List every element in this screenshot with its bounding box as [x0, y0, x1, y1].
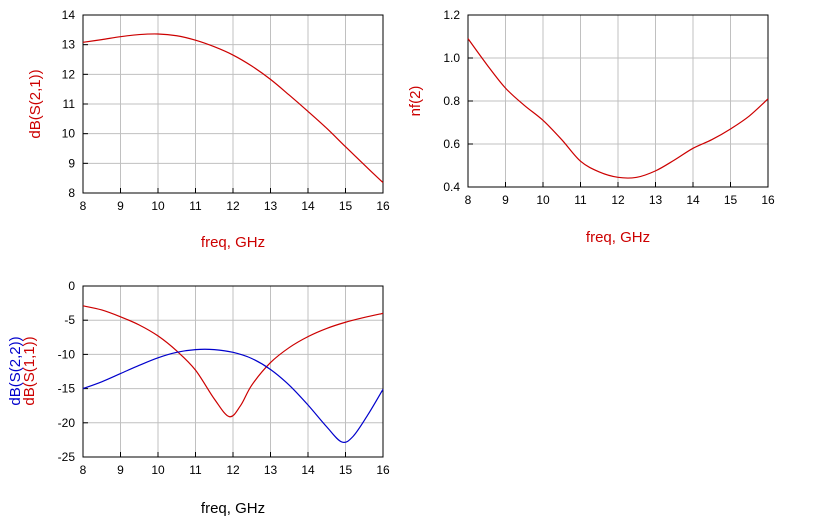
series-line-red	[467, 38, 769, 179]
x-tick-label: 12	[226, 463, 240, 477]
series-line-red	[82, 305, 384, 418]
y-tick-label: -10	[58, 347, 76, 361]
x-tick-label: 16	[376, 463, 390, 477]
y-tick-label: 0.6	[443, 137, 460, 151]
chart-nf: 8 9 10 11 12 13 14 15 16 0.4 0.6 0.8 1.0 1.2 freq, GHz…	[407, 8, 775, 246]
y-tick-label: 1.0	[443, 51, 460, 65]
x-tick-label: 13	[264, 199, 278, 213]
y-tick-label: -25	[58, 450, 76, 464]
x-tick-label: 15	[724, 193, 738, 207]
y-tick-label: 0.4	[443, 180, 460, 194]
x-tick-label: 14	[301, 199, 315, 213]
y-tick-label: -5	[64, 313, 75, 327]
x-axis-label: freq, GHz	[201, 234, 265, 251]
x-tick-label: 15	[339, 463, 353, 477]
x-tick-label: 9	[117, 199, 124, 213]
y-tick-label: 14	[62, 8, 76, 22]
x-tick-label: 9	[502, 193, 509, 207]
x-tick-label: 11	[189, 199, 202, 213]
y-tick-label: 0	[68, 279, 75, 293]
x-tick-label: 13	[649, 193, 663, 207]
x-tick-label: 8	[465, 193, 472, 207]
y-tick-label: 12	[62, 67, 76, 81]
x-tick-label: 15	[339, 199, 353, 213]
y-tick-label: 1.2	[443, 8, 460, 22]
y-axis-label: nf(2)	[407, 86, 424, 117]
x-tick-label: 16	[761, 193, 775, 207]
series-line-blue	[82, 348, 384, 444]
y-tick-label: -20	[58, 416, 76, 430]
x-tick-label: 9	[117, 463, 124, 477]
chart-s11s22: 8 9 10 11 12 13 14 15 16 -25 -20 -15 -10 -5 0 freq, GHz…	[7, 279, 390, 517]
x-tick-label: 12	[226, 199, 240, 213]
y-tick-label: 10	[62, 127, 76, 141]
x-tick-label: 16	[376, 199, 390, 213]
x-tick-label: 10	[536, 193, 550, 207]
y-tick-label: -15	[58, 382, 76, 396]
x-tick-label: 8	[80, 199, 87, 213]
y-tick-label: 0.8	[443, 94, 460, 108]
x-tick-label: 10	[151, 463, 165, 477]
chart-s21: 8 9 10 11 12 13 14 15 16 8 9 10 11 12 13 14 freq, GHz dB(…	[27, 8, 390, 251]
y-tick-label: 9	[68, 156, 75, 170]
y-axis-label-red: dB(S(1,1))	[21, 336, 38, 405]
y-tick-label: 11	[63, 97, 76, 111]
x-axis-label: freq, GHz	[586, 229, 650, 246]
x-tick-label: 12	[611, 193, 625, 207]
x-tick-label: 11	[574, 193, 587, 207]
y-tick-label: 8	[68, 186, 75, 200]
y-axis-label: dB(S(2,1))	[27, 69, 44, 138]
x-tick-label: 8	[80, 463, 87, 477]
y-axis-label-blue: dB(S(2,2))	[7, 336, 24, 405]
y-tick-label: 13	[62, 38, 76, 52]
x-tick-label: 14	[301, 463, 315, 477]
x-tick-label: 14	[686, 193, 700, 207]
x-axis-label: freq, GHz	[201, 500, 265, 517]
series-line-red	[82, 33, 384, 184]
x-tick-label: 13	[264, 463, 278, 477]
x-tick-label: 10	[151, 199, 165, 213]
x-tick-label: 11	[189, 463, 202, 477]
